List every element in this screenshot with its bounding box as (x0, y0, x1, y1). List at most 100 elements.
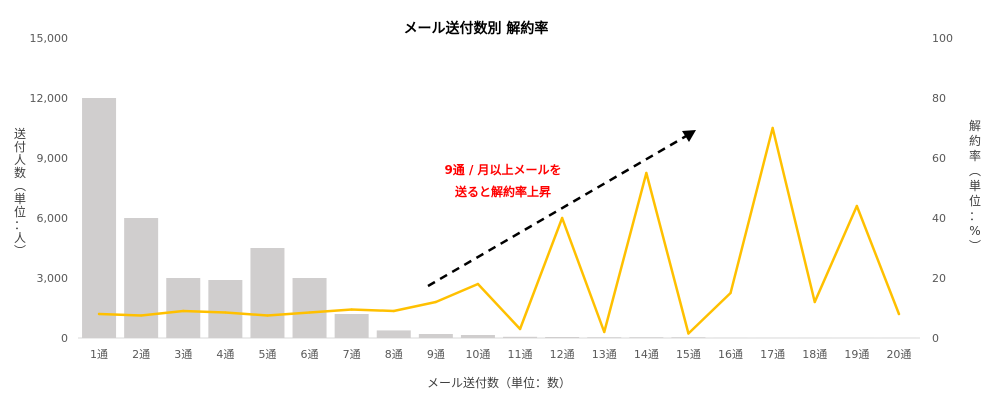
y-right-title-char: 単 (969, 179, 981, 193)
bar (503, 336, 538, 338)
x-tick-label: 17通 (760, 348, 785, 361)
x-ticks: 1通 2通 3通 4通 5通 6通 7通 8通 9通 10通 11通 12通 13通 14通 15通 16通 1… (90, 348, 911, 361)
line-point (645, 171, 648, 175)
y-right-tick-label: 20 (932, 272, 946, 285)
y-right-tick-label: 60 (932, 152, 946, 165)
line-point (224, 311, 227, 314)
line-point (139, 314, 143, 317)
line-point (687, 332, 690, 335)
line-point (771, 126, 774, 130)
annotation-line-1: 9通 / 月以上メールを (444, 162, 561, 177)
x-tick-label: 18通 (802, 348, 827, 361)
x-tick-label: 20通 (886, 348, 911, 361)
x-tick-label: 9通 (427, 348, 445, 361)
trend-arrow-head (682, 130, 696, 142)
x-tick-label: 19通 (844, 348, 869, 361)
bar (671, 337, 706, 338)
bar (292, 278, 327, 338)
bar (250, 248, 285, 338)
x-axis-title: メール送付数（単位：数） (427, 375, 571, 390)
x-tick-label: 4通 (216, 348, 234, 361)
bar (460, 335, 495, 338)
y-left-title-char: 数 (14, 165, 26, 180)
y-left-title-char: 送 (14, 126, 26, 141)
bar (629, 337, 664, 338)
x-tick-label: 7通 (343, 348, 361, 361)
bar (334, 314, 369, 338)
line-point (97, 312, 101, 316)
x-tick-label: 1通 (90, 348, 108, 361)
chart-title: メール送付数別 解約率 (404, 20, 549, 37)
y-left-title-char: ︵ (14, 179, 26, 193)
y-left-title-char: 位 (14, 204, 26, 219)
line-point (350, 308, 353, 311)
x-tick-label: 3通 (174, 348, 192, 361)
y-right-tick-label: 100 (932, 32, 953, 45)
x-tick-label: 11通 (508, 348, 533, 361)
x-tick-label: 5通 (258, 348, 276, 361)
y-left-title-char: 付 (14, 140, 26, 154)
y-left-title-char: 人 (14, 231, 26, 245)
line-point (518, 327, 522, 331)
y-right-title-char: 率 (969, 148, 981, 163)
y-left-ticks: 0 3,000 6,000 9,000 12,000 15,000 (30, 32, 69, 345)
y-left-title-char: ︶ (14, 244, 26, 258)
x-tick-label: 8通 (385, 348, 403, 361)
y-left-tick-label: 15,000 (30, 32, 69, 45)
line-series-path (97, 126, 901, 335)
line-point (266, 314, 269, 317)
annotation: 9通 / 月以上メールを 送ると解約率上昇 (427, 130, 696, 288)
bar (376, 330, 411, 338)
line-series (97, 126, 901, 335)
y-right-title-char: 解 (969, 119, 981, 133)
x-tick-label: 12通 (550, 348, 575, 361)
line-point (855, 204, 859, 208)
bar (124, 218, 159, 338)
line-point (897, 312, 901, 316)
y-left-title-char: 単 (14, 192, 26, 206)
line-point (182, 309, 185, 313)
y-right-tick-label: 40 (932, 212, 946, 225)
line-point (813, 300, 816, 304)
bar (82, 98, 117, 338)
y-right-title-char: ︵ (969, 164, 981, 178)
line-point (392, 309, 395, 313)
bar-series (82, 98, 916, 338)
bar (587, 337, 622, 338)
y-right-ticks: 0 20 40 60 80 100 (932, 32, 953, 345)
y-left-tick-label: 0 (61, 332, 68, 345)
y-right-title-char: 約 (969, 133, 981, 148)
y-right-title-char: % (969, 224, 980, 238)
x-tick-label: 2通 (132, 348, 150, 361)
trend-arrow-line (427, 133, 689, 288)
y-left-tick-label: 3,000 (37, 272, 69, 285)
x-tick-label: 6通 (301, 348, 319, 361)
x-tick-label: 15通 (676, 348, 701, 361)
bar (418, 334, 453, 338)
y-right-title-char: 位 (969, 193, 981, 208)
x-tick-label: 14通 (634, 348, 659, 361)
y-right-title-char: ： (969, 209, 981, 223)
y-right-title-char: ︶ (969, 239, 981, 253)
line-point (434, 300, 438, 304)
line-point (308, 311, 311, 314)
y-right-axis-title: 解約率︵単位：%︶ (969, 119, 981, 253)
y-right-tick-label: 0 (932, 332, 939, 345)
bar (545, 337, 580, 338)
line-point (560, 216, 564, 220)
x-tick-label: 13通 (592, 348, 617, 361)
y-left-tick-label: 12,000 (30, 92, 69, 105)
line-point (729, 291, 732, 295)
y-left-title-char: 人 (14, 153, 26, 167)
x-tick-label: 10通 (465, 348, 490, 361)
y-left-tick-label: 6,000 (37, 212, 69, 225)
bar (208, 280, 243, 338)
line-point (603, 330, 606, 334)
y-left-title-char: ： (14, 218, 26, 232)
y-right-tick-label: 80 (932, 92, 946, 105)
bar (166, 278, 201, 338)
line-point (476, 282, 480, 286)
x-tick-label: 16通 (718, 348, 743, 361)
